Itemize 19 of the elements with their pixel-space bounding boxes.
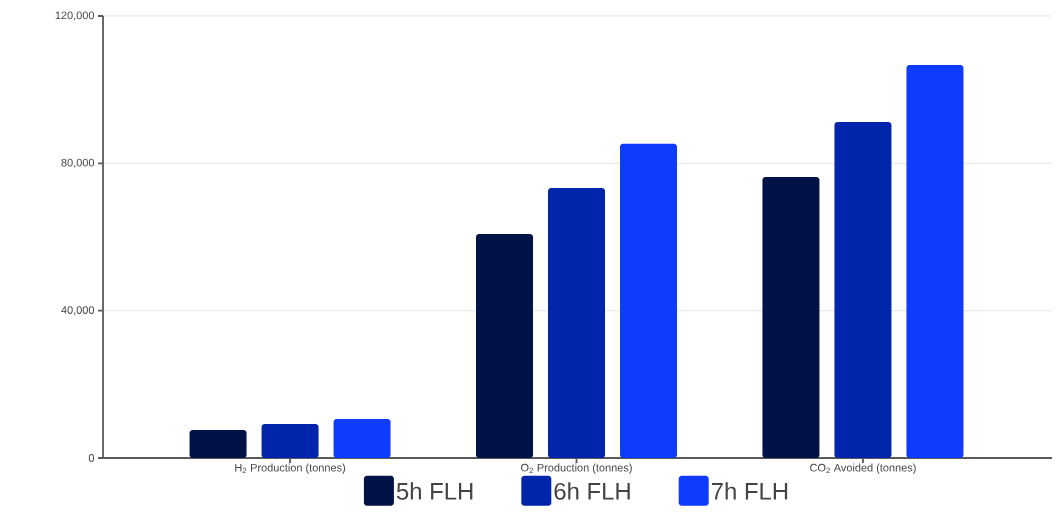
bar — [762, 176, 820, 458]
y-tick-label: 0 — [88, 454, 95, 462]
bar — [906, 64, 964, 458]
bar — [548, 188, 606, 458]
x-tick-label: CO$_{2}$ Avoided (tonnes) — [810, 463, 916, 474]
y-tick-label: 80,000 — [61, 158, 95, 168]
x-tick-label: H$_{2}$ Production (tonnes) — [235, 463, 346, 474]
legend-label: 7h FLH — [711, 482, 788, 500]
bar — [620, 143, 678, 458]
bar — [261, 424, 319, 458]
y-tick-label: 40,000 — [61, 306, 95, 316]
legend-label: 6h FLH — [554, 482, 630, 500]
y-tick-label: 120,000 — [55, 11, 95, 21]
bar — [834, 122, 892, 458]
bar — [333, 418, 391, 458]
x-tick-label: O$_{2}$ Production (tonnes) — [521, 463, 632, 474]
legend-label: 5h FLH — [396, 482, 473, 500]
bar — [476, 234, 534, 458]
bar — [189, 429, 247, 458]
